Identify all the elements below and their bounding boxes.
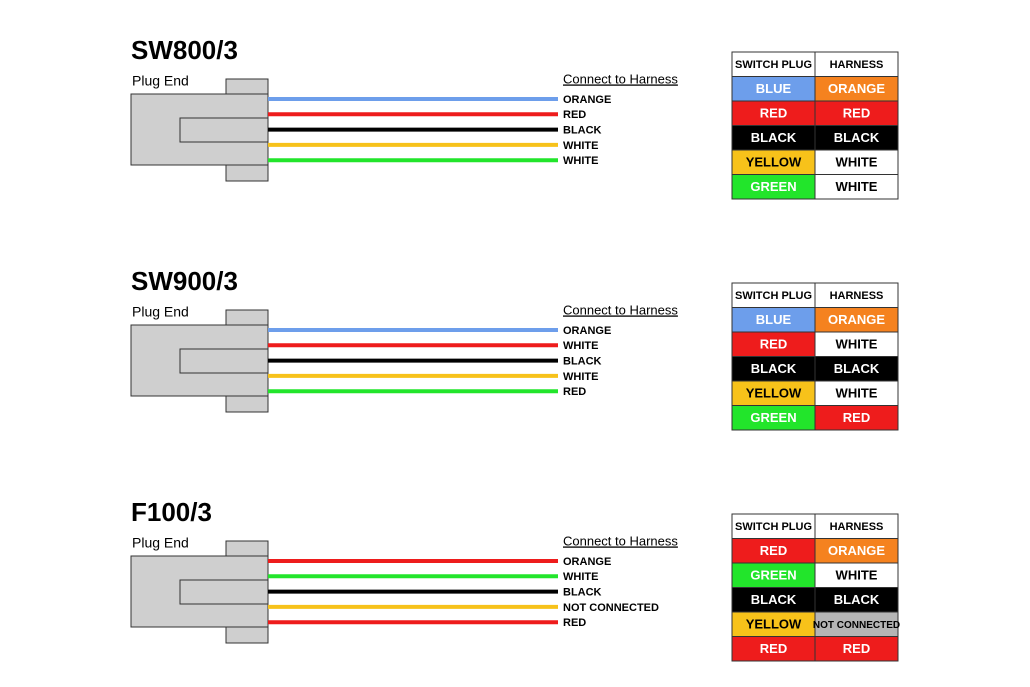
table-cell [814,282,899,308]
table-cell [731,562,816,588]
wire-label: WHITE [563,571,598,583]
table-cell [814,174,899,200]
table-cell [731,125,816,151]
plug-label: Plug End [132,304,189,320]
table-header: HARNESS [830,290,884,302]
table-cell-text: BLACK [834,361,880,376]
table-cell-text: BLACK [751,592,797,607]
plug-label: Plug End [132,73,189,89]
table-cell [731,100,816,126]
wire-label: RED [563,109,586,121]
table-cell-text: BLUE [756,81,792,96]
table-cell [814,513,899,539]
table-cell-text: GREEN [750,410,796,425]
wire-label: ORANGE [563,325,611,337]
table-cell [814,356,899,382]
table-cell [814,100,899,126]
table-cell [731,380,816,406]
table-cell [731,587,816,613]
wire-label: BLACK [563,587,602,599]
table-cell-text: NOT CONNECTED [813,620,900,631]
table-cell-text: RED [760,641,787,656]
table-cell [814,149,899,175]
wire-label: RED [563,386,586,398]
table-cell-text: YELLOW [746,617,802,632]
table-cell [731,76,816,102]
table-cell-text: ORANGE [828,543,885,558]
diagram-title: F100/3 [131,497,212,527]
table-cell [814,587,899,613]
connector-slot [179,579,269,605]
table-cell [814,76,899,102]
table-cell [814,331,899,357]
table-cell [814,611,899,637]
connect-label: Connect to Harness [563,533,678,548]
wire-label: ORANGE [563,556,611,568]
connector-slot [179,348,269,374]
wire-label: ORANGE [563,94,611,106]
diagram-title: SW900/3 [131,266,238,296]
table-cell [731,331,816,357]
table-cell-text: BLACK [834,130,880,145]
table-cell [814,51,899,77]
table-cell-text: RED [760,106,787,121]
table-cell [814,125,899,151]
table-cell [731,405,816,431]
table-cell [814,307,899,333]
table-cell-text: BLUE [756,312,792,327]
table-cell [731,51,816,77]
connect-label: Connect to Harness [563,302,678,317]
table-cell-text: RED [760,337,787,352]
connect-label: Connect to Harness [563,71,678,86]
table-cell [814,405,899,431]
table-cell-text: BLACK [751,361,797,376]
table-cell [731,636,816,662]
table-cell-text: BLACK [834,592,880,607]
table-header: HARNESS [830,59,884,71]
table-header: SWITCH PLUG [735,59,812,71]
table-cell-text: YELLOW [746,155,802,170]
wire-label: RED [563,617,586,629]
table-cell-text: RED [843,641,870,656]
wire-label: NOT CONNECTED [563,602,659,614]
table-cell-text: RED [843,410,870,425]
table-cell [731,538,816,564]
table-cell-text: ORANGE [828,81,885,96]
table-cell [814,636,899,662]
table-cell-text: WHITE [836,568,878,583]
table-cell-text: WHITE [836,337,878,352]
table-cell [731,149,816,175]
wire-label: WHITE [563,371,598,383]
connector-slot [179,117,269,143]
table-cell-text: RED [760,543,787,558]
table-cell-text: WHITE [836,155,878,170]
wire-label: BLACK [563,356,602,368]
table-header: SWITCH PLUG [735,521,812,533]
wire-label: WHITE [563,340,598,352]
table-cell-text: ORANGE [828,312,885,327]
table-cell-text: YELLOW [746,386,802,401]
wire-label: WHITE [563,140,598,152]
wire-label: WHITE [563,155,598,167]
table-cell-text: WHITE [836,179,878,194]
wire-label: BLACK [563,125,602,137]
table-cell [731,174,816,200]
table-cell-text: GREEN [750,568,796,583]
table-cell [814,538,899,564]
table-cell-text: GREEN [750,179,796,194]
table-cell-text: WHITE [836,386,878,401]
table-cell-text: RED [843,106,870,121]
table-cell-text: BLACK [751,130,797,145]
table-header: HARNESS [830,521,884,533]
plug-label: Plug End [132,535,189,551]
wiring-diagram: SW800/3 Plug End Connect to Harness ORANGE R… [130,35,899,200]
diagram-title: SW800/3 [131,35,238,65]
table-header: SWITCH PLUG [735,290,812,302]
wiring-diagram: F100/3 Plug End Connect to Harness ORANGE WH… [130,497,900,662]
wiring-diagram: SW900/3 Plug End Connect to Harness ORANGE W… [130,266,899,431]
